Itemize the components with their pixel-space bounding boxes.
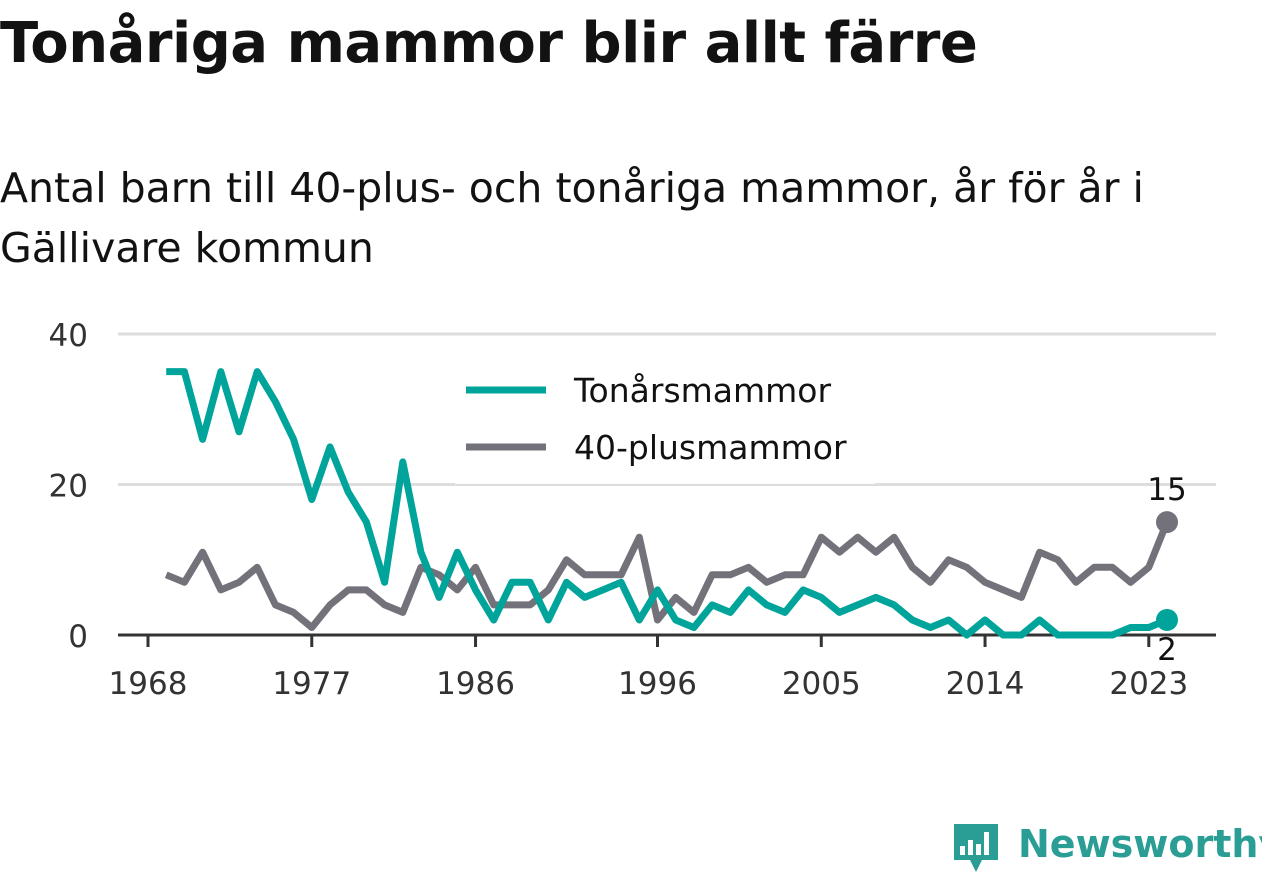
y-tick-label: 0 — [68, 619, 88, 655]
x-tick-label: 2023 — [1109, 666, 1188, 702]
series-lines — [164, 368, 1171, 639]
legend-label: 40-plusmammor — [574, 428, 847, 467]
series-end-dot — [1156, 511, 1178, 534]
x-axis-ticks: 1968 1977 1986 1996 2005 2014 2023 — [109, 635, 1188, 702]
x-tick-label: 1996 — [618, 666, 697, 702]
legend: Tonårsmammor 40-plusmammor — [455, 360, 875, 484]
x-tick-label: 1986 — [436, 666, 515, 702]
x-tick-label: 2014 — [946, 666, 1025, 702]
gridlines — [118, 332, 1216, 486]
series-end-label: 15 — [1147, 472, 1186, 508]
legend-background — [455, 360, 875, 484]
newsworthy-logo: Newsworthy — [950, 818, 1262, 878]
x-tick-label: 1968 — [109, 666, 188, 702]
legend-label: Tonårsmammor — [573, 371, 831, 410]
series-line-tonarsmammor — [166, 368, 1169, 639]
x-tick-label: 2005 — [782, 666, 861, 702]
y-tick-label: 40 — [49, 318, 88, 354]
series-end-dot — [1156, 608, 1178, 631]
chart-title: Tonåriga mammor blir allt färre — [0, 11, 978, 76]
y-axis-ticks: 0 20 40 — [49, 318, 88, 655]
chart-subtitle: Antal barn till 40-plus- och tonåriga ma… — [0, 164, 1144, 272]
series-end-markers: 2 15 — [1147, 472, 1186, 668]
x-tick-label: 1977 — [272, 666, 351, 702]
series-end-label: 2 — [1157, 632, 1177, 668]
newsworthy-bar-chart-icon — [954, 824, 998, 872]
brand-name: Newsworthy — [1018, 822, 1262, 866]
y-tick-label: 20 — [49, 469, 88, 505]
